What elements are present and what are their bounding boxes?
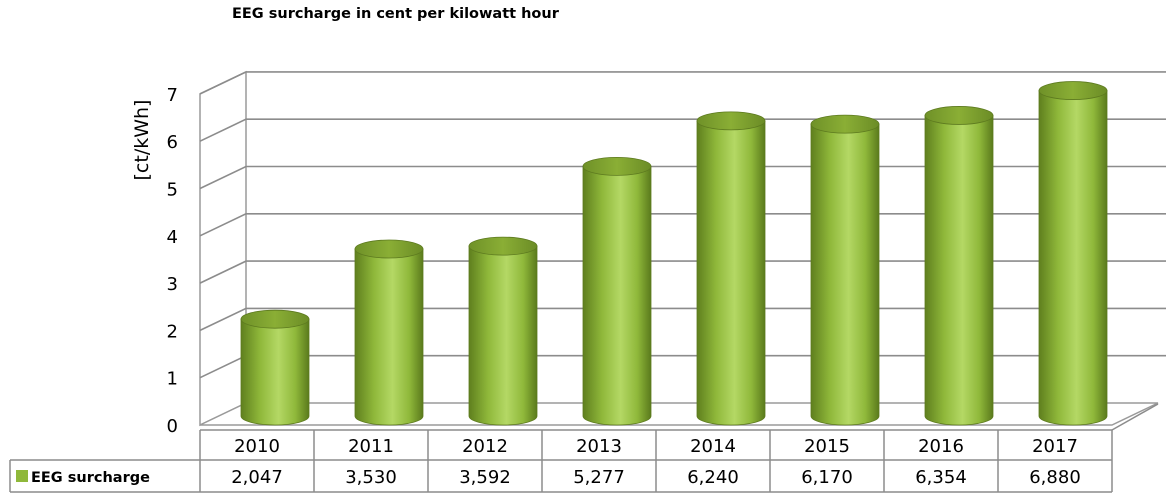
y-tick-label: 4 [167,227,178,248]
bars [240,81,1108,426]
bar-top [810,114,880,134]
x-tick-label: 2017 [1032,436,1078,457]
bar [582,156,652,426]
bar [468,236,538,426]
gridline [199,71,1166,95]
gridline [199,307,1166,332]
y-tick-label: 6 [167,132,178,153]
x-tick-label: 2011 [348,436,394,457]
x-tick-label: 2016 [918,436,964,457]
data-label: 6,170 [801,467,853,488]
bar-top [1038,81,1108,100]
gridline [199,354,1166,379]
y-tick-label: 3 [167,274,178,295]
y-tick-label: 1 [167,369,178,390]
bar-top [696,111,766,131]
gridline [199,213,1166,237]
data-label: 3,592 [459,467,511,488]
bar [354,239,424,426]
x-tick-label: 2013 [576,436,622,457]
bar-top [240,309,310,329]
table-line [1111,403,1159,431]
data-table: 2010 2,047 2011 3,530 2012 3,592 2013 5,277 2014… [9,403,1159,493]
y-tick-label: 5 [167,180,178,201]
bar-body [696,120,766,426]
bar-body [924,115,994,426]
y-tick-label: 7 [167,85,178,106]
bar-top [924,106,994,125]
gridline [199,118,1166,142]
x-tick-label: 2015 [804,436,850,457]
chart-title: EEG surcharge in cent per kilowatt hour [232,6,559,22]
bar [924,106,994,426]
gridlines [199,70,1166,427]
bar [810,114,880,426]
gridline [199,165,1166,190]
y-axis-label: [ct/kWh] [131,100,153,181]
floor [199,402,1159,426]
gridline [199,260,1166,284]
data-label: 5,277 [573,467,625,488]
x-tick-label: 2012 [462,436,508,457]
bar-top [468,236,538,256]
bar-body [1038,90,1108,426]
x-tick-label: 2014 [690,436,736,457]
bar-body [354,248,424,426]
bar-body [468,245,538,426]
bar-body [582,165,652,426]
legend-swatch [16,470,28,482]
legend-label: EEG surcharge [31,470,150,486]
data-label: 6,240 [687,467,739,488]
bar [696,111,766,426]
bar-top [354,239,424,259]
x-tick-label: 2010 [234,436,280,457]
y-tick-label: 2 [167,321,178,342]
data-label: 3,530 [345,467,397,488]
data-label: 6,354 [915,467,967,488]
bar-body [240,318,310,426]
data-label: 6,880 [1029,467,1081,488]
y-tick-label: 0 [167,416,178,437]
bar-body [810,123,880,426]
data-label: 2,047 [231,467,283,488]
y-axis-ticks: 0 1 2 3 4 5 6 7 [167,85,178,437]
bar [240,309,310,426]
bar [1038,81,1108,426]
side-wall [199,70,247,427]
bar-top [582,156,652,176]
